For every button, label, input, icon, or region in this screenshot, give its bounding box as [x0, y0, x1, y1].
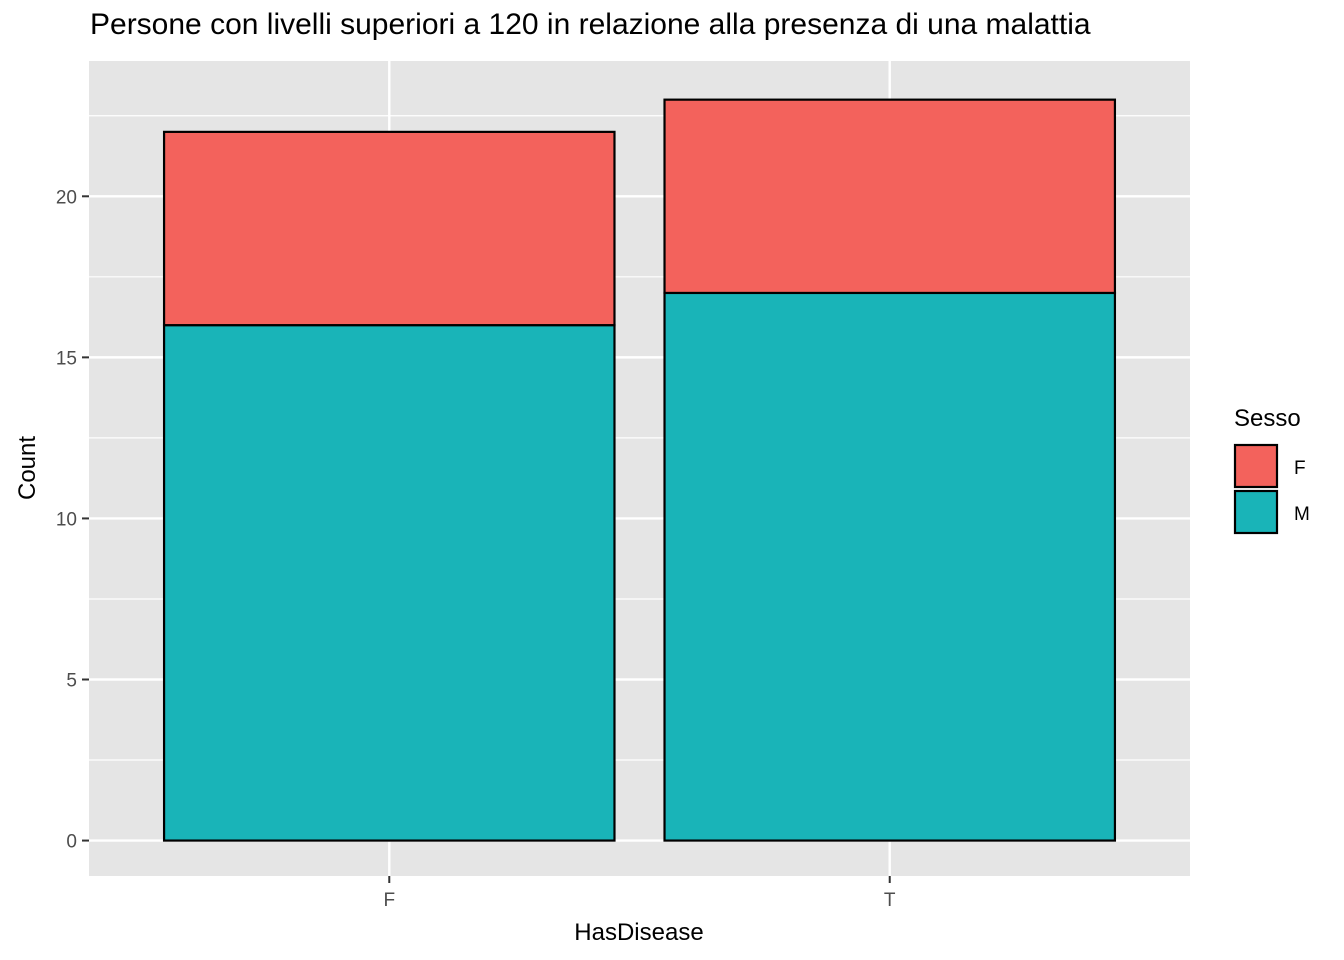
x-tick-label: T	[884, 890, 896, 911]
legend-swatch-m	[1233, 489, 1279, 535]
chart-title: Persone con livelli superiori a 120 in r…	[90, 8, 1091, 41]
y-tick-label: 20	[56, 187, 77, 208]
bar-f-m	[162, 324, 616, 842]
bar-f-f	[162, 130, 616, 327]
y-tick-label: 0	[66, 832, 77, 853]
legend: Sesso F M	[1233, 405, 1310, 535]
y-tick-label: 15	[56, 348, 77, 369]
y-tick-label: 5	[66, 670, 77, 691]
legend-swatch-f	[1233, 443, 1279, 489]
bar-t-f	[663, 98, 1117, 295]
y-axis-title: Count	[14, 436, 41, 500]
legend-label-f: F	[1294, 458, 1306, 479]
x-axis-title: HasDisease	[574, 919, 703, 946]
legend-label-m: M	[1294, 504, 1310, 525]
legend-title: Sesso	[1234, 405, 1301, 432]
bar-t-m	[663, 291, 1117, 842]
x-tick-label: F	[383, 890, 395, 911]
bars	[162, 98, 1117, 842]
y-axis: 0 5 10 15 20	[56, 187, 89, 853]
y-tick-label: 10	[56, 509, 77, 530]
